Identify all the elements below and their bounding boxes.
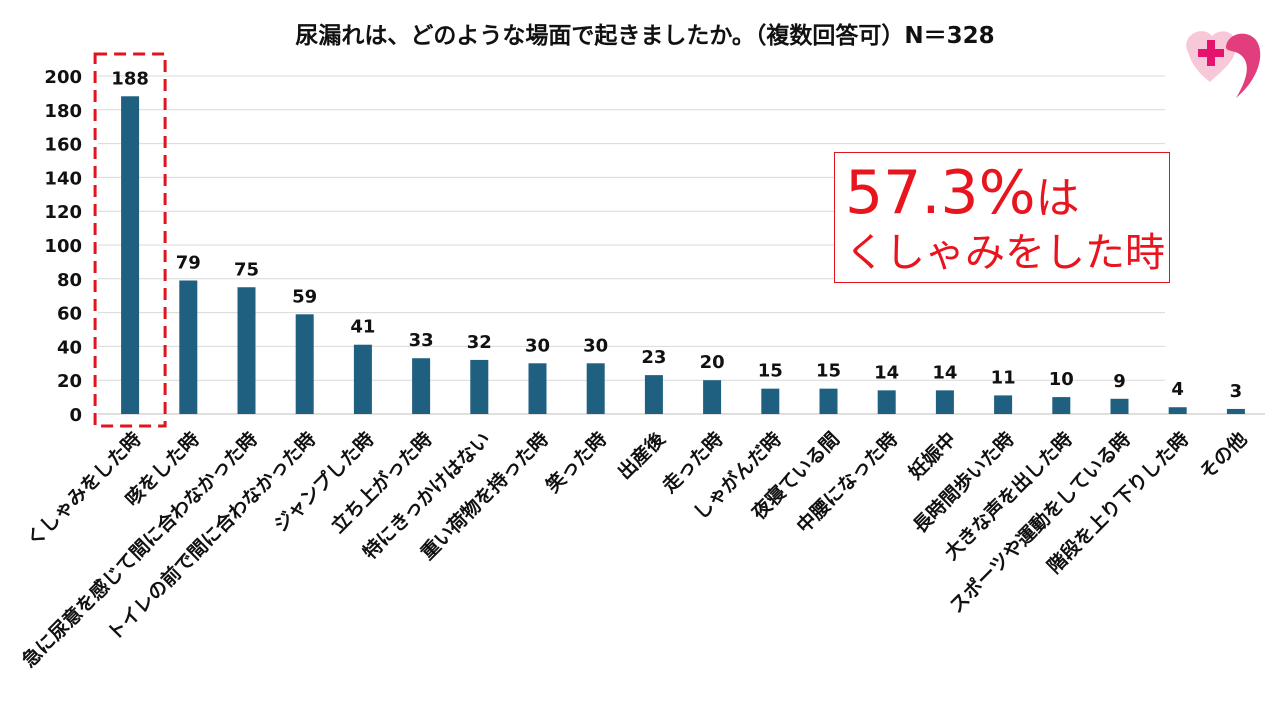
data-label: 23 [641,347,666,368]
gridlines [98,75,1265,415]
x-tick-label: 妊娠中 [904,427,961,484]
x-tick-label: ジャンプした時 [269,427,378,536]
x-tick-label: 立ち上がった時 [326,427,436,537]
x-tick-label: 長時間歩いた時 [908,427,1018,537]
y-axis-ticks: 0 20 40 60 80 100 120 140 160 180 200 [44,67,82,426]
bar [935,390,954,414]
data-label: 30 [525,335,550,356]
bar [1226,408,1245,414]
bar [412,358,431,414]
bar [586,363,605,414]
bar [1168,407,1187,414]
bar [1052,397,1071,414]
highlight-box [93,52,167,428]
y-tick-label: 40 [57,337,82,358]
callout-number: 57.3% [845,158,1036,228]
bar [644,375,663,414]
bar [121,96,140,414]
data-label: 11 [991,367,1016,388]
data-label: 15 [758,361,783,382]
y-tick-label: 100 [44,236,82,257]
data-label: 20 [700,352,725,373]
bars [121,96,1245,414]
data-labels: 188 79 75 59 41 33 32 30 30 23 20 15 15 14 14 11 10 9 4 3 [111,68,1242,402]
x-tick-label: 出産後 [613,427,670,484]
data-label: 188 [111,68,149,89]
x-tick-label: トイレの前で間に合わなかった時 [102,427,320,645]
bar [877,390,896,414]
bar [353,344,372,414]
y-tick-label: 80 [57,270,82,291]
data-label: 4 [1171,379,1184,400]
x-tick-label: 急に尿意を感じて間に合わなかった時 [17,427,262,672]
x-tick-label: その他 [1195,427,1252,484]
bar [179,280,198,414]
bar [528,363,547,414]
data-label: 75 [234,259,259,280]
callout-text: くしゃみをした時 [845,230,1165,276]
callout-box: 57.3%は くしゃみをした時 [834,152,1170,283]
bar [703,380,722,414]
y-tick-label: 0 [69,405,82,426]
bar [295,314,314,414]
data-label: 3 [1230,381,1243,402]
chart-title: 尿漏れは、どのような場面で起きましたか。（複数回答可）N＝328 [295,23,995,49]
x-tick-label: 中腰になった時 [792,427,902,537]
bar [237,287,256,414]
data-label: 79 [176,252,201,273]
data-label: 9 [1113,371,1126,392]
y-tick-label: 160 [44,135,82,156]
y-tick-label: 180 [44,101,82,122]
data-label: 15 [816,361,841,382]
callout-percentage: 57.3%は [845,157,1080,229]
y-tick-label: 20 [57,371,82,392]
data-label: 30 [583,335,608,356]
bar [470,359,489,414]
x-tick-label: 笑った時 [541,427,611,497]
y-tick-label: 140 [44,168,82,189]
y-tick-label: 60 [57,304,82,325]
plus-heart-icon [1186,31,1261,98]
data-label: 10 [1049,369,1074,390]
bar [819,388,838,414]
data-label: 41 [350,317,375,338]
data-label: 33 [409,330,434,351]
x-axis-labels: くしゃみをした時咳をした時急に尿意を感じて間に合わなかった時トイレの前で間に合わ… [17,427,1251,672]
y-tick-label: 200 [44,67,82,88]
y-tick-label: 120 [44,202,82,223]
data-label: 32 [467,332,492,353]
callout-suffix: は [1035,173,1080,224]
bar [761,388,780,414]
data-label: 14 [874,362,899,383]
bar [994,395,1013,414]
data-label: 59 [292,286,317,307]
data-label: 14 [932,362,957,383]
bar [1110,398,1129,414]
